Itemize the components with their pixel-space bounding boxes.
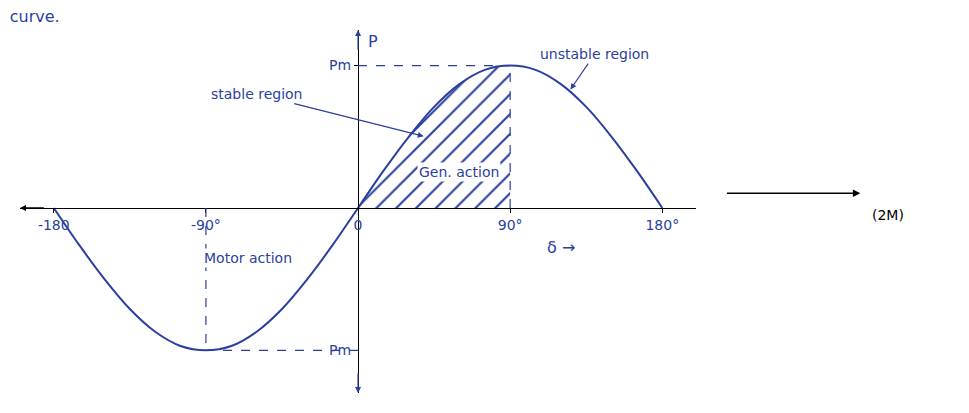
svg-text:(2M): (2M) <box>872 207 904 223</box>
svg-text:Gen. action: Gen. action <box>419 164 499 180</box>
svg-text:Motor action: Motor action <box>204 250 292 266</box>
svg-text:Pm: Pm <box>329 57 351 73</box>
svg-text:-90°: -90° <box>191 217 221 233</box>
svg-text:P: P <box>368 32 378 51</box>
svg-text:90°: 90° <box>498 217 523 233</box>
svg-text:stable region: stable region <box>211 86 302 102</box>
svg-text:curve.: curve. <box>10 7 60 26</box>
svg-text:Pm: Pm <box>329 342 351 358</box>
svg-text:0: 0 <box>354 217 363 233</box>
svg-text:unstable region: unstable region <box>540 46 649 62</box>
svg-text:-180: -180 <box>38 217 70 233</box>
svg-text:δ →: δ → <box>547 238 575 257</box>
svg-text:180°: 180° <box>645 217 679 233</box>
